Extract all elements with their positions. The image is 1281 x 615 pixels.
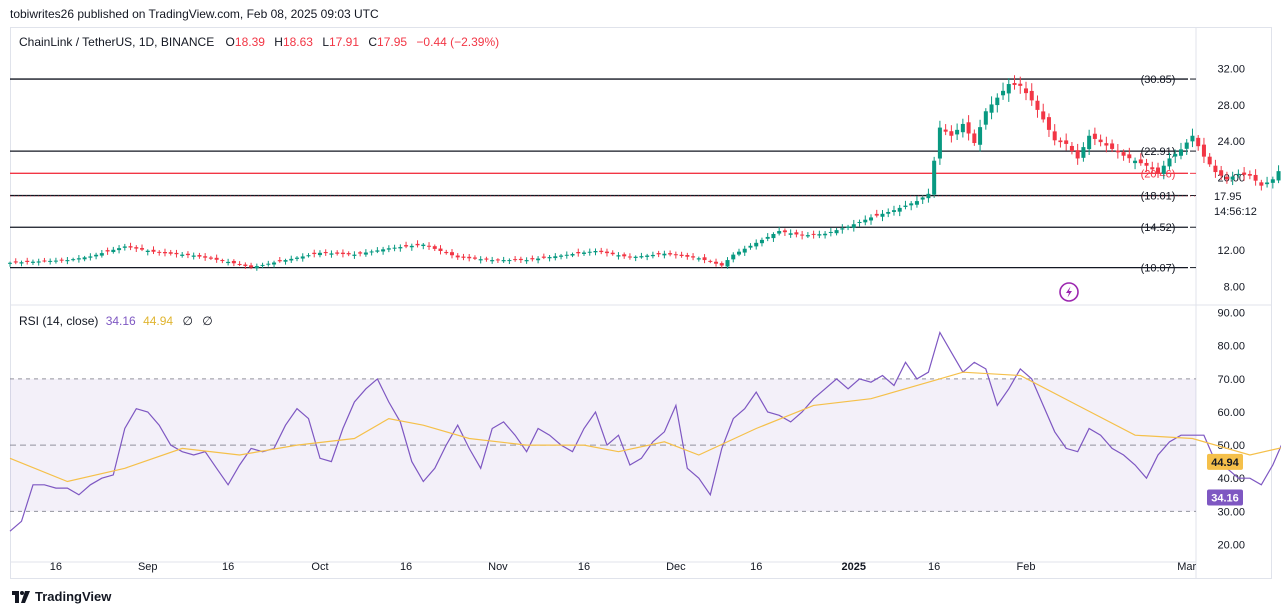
change-value: −0.44 (−2.39%) [416,35,500,49]
rsi-empty-1: ∅ [182,314,193,328]
high-value: 18.63 [282,35,313,49]
high-label: H [274,35,283,49]
price-legend: ChainLink / TetherUS, 1D, BINANCE O18.39… [19,35,505,49]
candle-body [1276,171,1281,181]
close-label: C [368,35,378,49]
symbol-title[interactable]: ChainLink / TetherUS, 1D, BINANCE [19,35,215,49]
rsi-ma-value: 44.94 [143,314,174,328]
low-label: L [322,35,329,49]
open-label: O [225,35,235,49]
rsi-legend: RSI (14, close) 34.16 44.94 ∅ ∅ [19,314,213,328]
close-value: 17.95 [377,35,408,49]
publish-info: tobiwrites26 published on TradingView.co… [10,7,379,21]
rsi-empty-2: ∅ [202,314,213,328]
footer-brand-label: TradingView [35,589,112,604]
chart-frame [10,27,1272,579]
candle [1276,165,1281,184]
tradingview-logo-icon [12,590,30,603]
rsi-title[interactable]: RSI (14, close) [19,314,99,328]
open-value: 18.39 [234,35,265,49]
footer-brand[interactable]: TradingView [12,589,111,604]
low-value: 17.91 [329,35,360,49]
rsi-value: 34.16 [105,314,136,328]
